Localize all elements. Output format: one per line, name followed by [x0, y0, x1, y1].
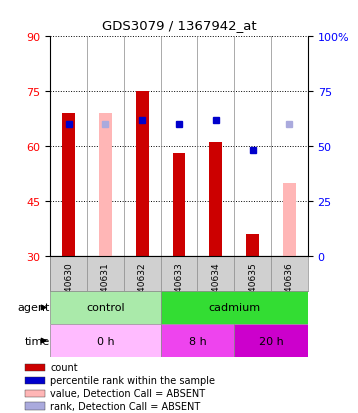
Bar: [173, 154, 185, 256]
Bar: [161, 291, 308, 324]
Text: GSM240634: GSM240634: [211, 261, 220, 316]
Text: cadmium: cadmium: [208, 303, 260, 313]
Bar: [99, 114, 112, 256]
Text: rank, Detection Call = ABSENT: rank, Detection Call = ABSENT: [50, 401, 200, 411]
Text: GSM240631: GSM240631: [101, 261, 110, 316]
Bar: [25, 377, 45, 384]
Bar: [209, 143, 222, 256]
Text: GSM240630: GSM240630: [64, 261, 73, 316]
Text: count: count: [50, 362, 78, 372]
Text: GSM240632: GSM240632: [138, 261, 147, 316]
Text: 0 h: 0 h: [97, 336, 114, 346]
Bar: [136, 92, 149, 256]
Bar: [234, 324, 308, 357]
Text: 8 h: 8 h: [189, 336, 206, 346]
Bar: [25, 364, 45, 371]
Bar: [25, 389, 45, 397]
Bar: [25, 402, 45, 410]
Text: GSM240635: GSM240635: [248, 261, 257, 316]
Text: GSM240636: GSM240636: [285, 261, 294, 316]
Bar: [246, 234, 259, 256]
Bar: [283, 183, 296, 256]
Text: GSM240633: GSM240633: [174, 261, 184, 316]
Text: value, Detection Call = ABSENT: value, Detection Call = ABSENT: [50, 388, 205, 398]
Text: GDS3079 / 1367942_at: GDS3079 / 1367942_at: [102, 19, 256, 31]
Bar: [62, 114, 75, 256]
Text: 20 h: 20 h: [259, 336, 284, 346]
Text: percentile rank within the sample: percentile rank within the sample: [50, 375, 215, 385]
Text: time: time: [25, 336, 50, 346]
Bar: [161, 324, 234, 357]
Text: control: control: [86, 303, 125, 313]
Bar: [50, 291, 161, 324]
Text: agent: agent: [18, 303, 50, 313]
Bar: [50, 324, 161, 357]
